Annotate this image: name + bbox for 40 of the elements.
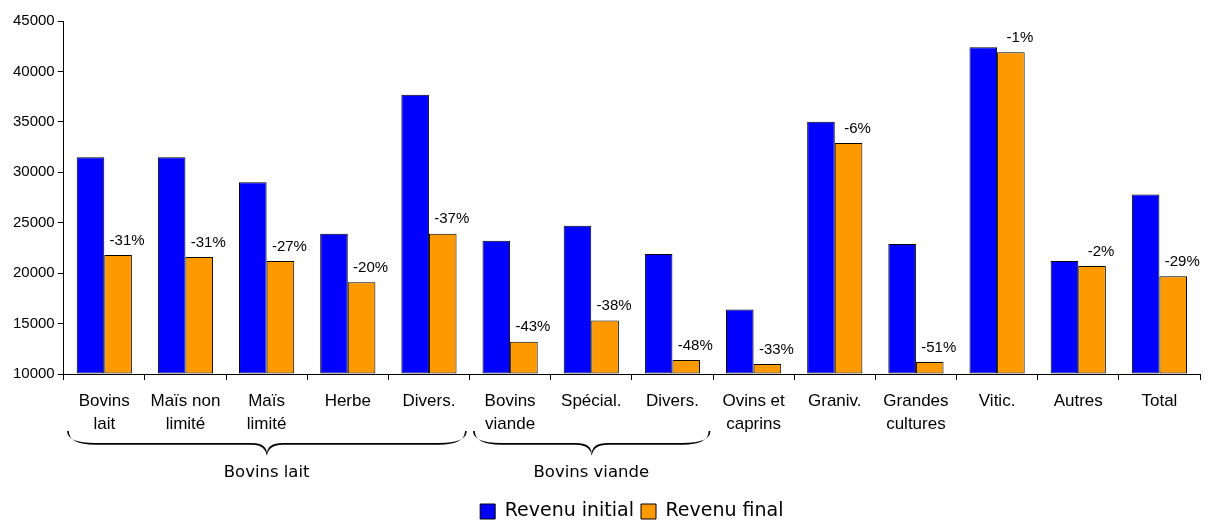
- x-tick-label: Maïs non limité: [150, 391, 221, 434]
- annotation: -38%: [596, 296, 632, 314]
- x-tick-label: Spécial.: [561, 391, 622, 411]
- annotation: -29%: [1164, 251, 1200, 269]
- x-tick-label: Autres: [1053, 391, 1103, 411]
- annotation: -31%: [109, 230, 145, 248]
- y-tick-label: 35000: [12, 112, 55, 129]
- y-tick-label: 40000: [12, 61, 55, 79]
- annotation: -20%: [353, 257, 389, 275]
- x-tick-label: Ovins et caprins: [722, 391, 786, 434]
- annotation: -37%: [434, 209, 470, 227]
- y-tick-label: 20000: [12, 263, 55, 281]
- y-tick-label: 15000: [12, 313, 55, 331]
- x-tick-label: Maïs limité: [246, 391, 287, 434]
- x-tick-label: Bovins lait: [78, 391, 130, 434]
- x-tick-label: Divers.: [402, 391, 456, 411]
- legend-label: Revenu final: [665, 498, 784, 521]
- annotation: -33%: [758, 339, 794, 357]
- x-tick-label: Herbe: [324, 391, 371, 411]
- x-tick-label: Bovins viande: [484, 391, 536, 434]
- annotation: -31%: [190, 232, 226, 250]
- annotation: -2%: [1087, 241, 1115, 259]
- y-tick-label: 30000: [12, 162, 55, 180]
- annotation: -1%: [1006, 27, 1034, 45]
- y-tick-label: 25000: [12, 212, 55, 230]
- annotation: -51%: [921, 337, 957, 355]
- annotation: -27%: [271, 236, 307, 254]
- y-tick-label: 10000: [12, 364, 55, 382]
- x-tick-label: Vitic.: [978, 391, 1016, 411]
- x-tick-label: Grandes cultures: [883, 391, 949, 434]
- annotation: -43%: [515, 317, 551, 335]
- x-tick-label: Total: [1141, 391, 1178, 411]
- annotation: -48%: [677, 335, 713, 353]
- legend-label: Revenu initial: [504, 498, 635, 521]
- x-tick-label: Graniv.: [807, 391, 862, 411]
- y-tick-label: 45000: [12, 11, 55, 29]
- x-tick-label: Divers.: [645, 391, 699, 411]
- text: Bovins viande: [533, 462, 650, 482]
- annotation: -6%: [844, 118, 871, 136]
- text: Bovins lait: [223, 462, 311, 482]
